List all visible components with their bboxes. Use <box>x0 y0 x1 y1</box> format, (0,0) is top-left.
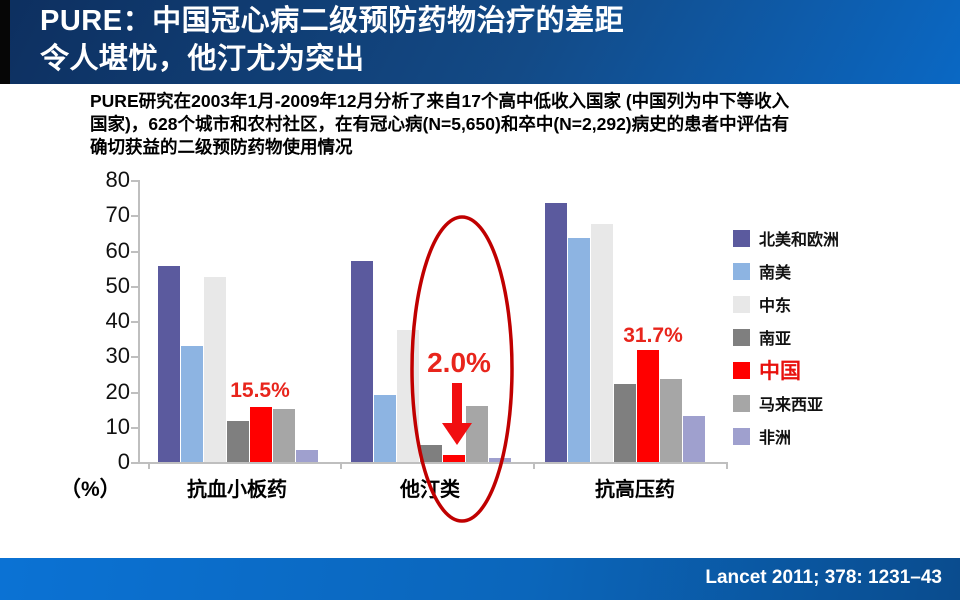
y-tick-mark <box>131 215 138 218</box>
bar-马来西亚-抗高压药 <box>660 379 682 462</box>
legend-label: 南亚 <box>759 331 792 348</box>
bar-中国-抗血小板药 <box>250 407 272 462</box>
bar-马来西亚-抗血小板药 <box>273 409 295 462</box>
bar-南美-他汀类 <box>374 395 396 462</box>
left-accent-strip <box>0 0 10 84</box>
y-tick-mark <box>131 426 138 429</box>
annotation-antihypertensive-china-pct: 31.7% <box>623 324 683 347</box>
y-tick-label-0: 0 <box>117 449 130 474</box>
legend-swatch-icon <box>733 229 750 247</box>
legend-swatch-icon <box>733 361 750 379</box>
y-tick-label-10: 10 <box>105 413 130 439</box>
y-axis-line <box>138 180 140 463</box>
y-tick-label-40: 40 <box>105 308 130 333</box>
y-tick-label-30: 30 <box>105 343 130 369</box>
study-description-line1: PURE研究在2003年1月-2009年12月分析了来自17个高中低收入国家 (… <box>90 91 790 111</box>
category-label-抗血小板药: 抗血小板药 <box>187 479 287 501</box>
legend-swatch-icon <box>733 394 750 412</box>
y-tick-label-20: 20 <box>105 378 130 404</box>
bar-南美-抗血小板药 <box>181 345 203 462</box>
legend-item-南美: 南美 <box>733 259 791 283</box>
legend-swatch-icon <box>733 262 750 280</box>
legend-label: 中东 <box>759 298 792 315</box>
y-tick-label-50: 50 <box>105 272 130 298</box>
annotation-antiplatelet-china-pct: 15.5% <box>230 379 290 402</box>
annotation-statin-china-pct: 2.0% <box>427 347 491 378</box>
study-description-line3: 确切获益的二级预防药物使用情况 <box>90 137 353 157</box>
legend-swatch-icon <box>733 295 750 313</box>
y-tick-mark <box>131 180 138 182</box>
bar-北美和欧洲-抗血小板药 <box>158 266 180 462</box>
legend-item-北美和欧洲: 北美和欧洲 <box>733 226 839 250</box>
bar-南美-抗高压药 <box>568 238 590 462</box>
legend-label: 南美 <box>759 265 792 282</box>
legend-item-南亚: 南亚 <box>733 325 791 349</box>
legend-item-非洲: 非洲 <box>733 424 791 448</box>
y-tick-mark <box>131 285 138 288</box>
citation-text: Lancet 2011; 378: 1231–43 <box>705 567 942 588</box>
legend-item-中东: 中东 <box>733 292 791 316</box>
legend-item-中国: 中国 <box>733 355 801 385</box>
bar-中东-抗血小板药 <box>204 276 226 462</box>
study-description-line2: 国家)，628个城市和农村社区，在有冠心病(N=5,650)和卒中(N=2,29… <box>90 114 790 134</box>
category-label-他汀类: 他汀类 <box>400 479 460 501</box>
x-tick-mark <box>148 462 150 469</box>
y-tick-mark <box>131 356 138 359</box>
title-bar: PURE：中国冠心病二级预防药物治疗的差距 令人堪忧，他汀尤为突出 <box>0 0 960 84</box>
bar-非洲-抗血小板药 <box>296 449 318 462</box>
bar-南亚-抗血小板药 <box>227 421 249 462</box>
x-axis-line <box>138 462 728 464</box>
legend-item-马来西亚: 马来西亚 <box>733 391 823 415</box>
y-tick-label-80: 80 <box>105 167 130 192</box>
bar-非洲-他汀类 <box>489 457 511 462</box>
bar-南亚-他汀类 <box>420 445 442 462</box>
x-tick-mark <box>726 462 728 469</box>
legend-label: 北美和欧洲 <box>759 232 840 249</box>
y-tick-mark <box>131 391 138 394</box>
category-label-抗高压药: 抗高压药 <box>595 479 675 501</box>
legend-label: 非洲 <box>759 430 792 447</box>
legend-label: 马来西亚 <box>759 397 824 414</box>
study-description: PURE研究在2003年1月-2009年12月分析了来自17个高中低收入国家 (… <box>90 90 910 159</box>
slide-title-line1: PURE：中国冠心病二级预防药物治疗的差距 <box>40 5 625 37</box>
slide-title: PURE：中国冠心病二级预防药物治疗的差距 令人堪忧，他汀尤为突出 <box>40 2 624 78</box>
legend-swatch-icon <box>733 328 750 346</box>
bar-马来西亚-他汀类 <box>466 406 488 462</box>
x-tick-mark <box>340 462 342 469</box>
slide-title-line2: 令人堪忧，他汀尤为突出 <box>40 43 365 75</box>
legend-label: 中国 <box>759 360 801 383</box>
bar-南亚-抗高压药 <box>614 384 636 462</box>
y-tick-mark <box>131 321 138 323</box>
y-tick-mark <box>131 250 138 253</box>
bar-中东-他汀类 <box>397 329 419 462</box>
bar-非洲-抗高压药 <box>683 416 705 462</box>
x-tick-mark <box>533 462 535 469</box>
bar-北美和欧洲-抗高压药 <box>545 202 567 462</box>
y-tick-label-60: 60 <box>105 237 130 263</box>
legend-swatch-icon <box>733 427 750 445</box>
citation-bar: Lancet 2011; 378: 1231–43 <box>0 558 960 600</box>
bar-北美和欧洲-他汀类 <box>351 261 373 462</box>
bar-中东-抗高压药 <box>591 224 613 462</box>
bar-中国-抗高压药 <box>637 350 659 462</box>
y-tick-mark <box>131 462 138 464</box>
bar-中国-他汀类 <box>443 454 465 462</box>
y-axis-unit-label: （%） <box>60 478 121 501</box>
y-tick-label-70: 70 <box>105 202 130 228</box>
